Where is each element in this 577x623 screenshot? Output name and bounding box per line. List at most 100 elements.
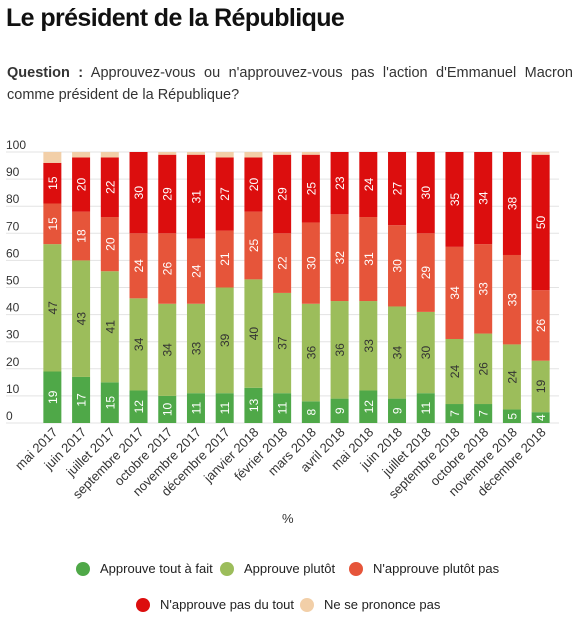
legend-item: Approuve tout à fait bbox=[76, 561, 213, 576]
y-tick-label: 10 bbox=[6, 382, 20, 396]
bar-segment bbox=[215, 157, 234, 231]
data-label: 26 bbox=[477, 362, 491, 376]
bar-segment bbox=[129, 298, 148, 391]
bar-segment bbox=[43, 371, 62, 423]
legend-label: Approuve tout à fait bbox=[100, 561, 213, 576]
data-label: 35 bbox=[448, 192, 462, 206]
bar-segment bbox=[100, 152, 119, 158]
y-tick-label: 80 bbox=[6, 192, 20, 206]
bar-segment bbox=[273, 393, 292, 423]
bar-segment bbox=[388, 152, 407, 226]
page-title: Le président de la République bbox=[6, 4, 345, 32]
y-tick-label: 70 bbox=[6, 219, 20, 233]
bar-segment bbox=[531, 360, 550, 413]
data-label: 18 bbox=[75, 229, 89, 243]
bar-segment bbox=[388, 398, 407, 423]
bar-segment bbox=[186, 238, 205, 304]
data-label: 26 bbox=[534, 318, 548, 332]
bar-segment bbox=[502, 254, 521, 345]
bar-segment bbox=[445, 338, 464, 405]
bar-segment bbox=[158, 154, 177, 234]
bar-segment bbox=[72, 260, 91, 377]
bar-segment bbox=[445, 404, 464, 423]
data-label: 27 bbox=[218, 187, 232, 201]
bar-segment bbox=[330, 152, 349, 215]
data-label: 19 bbox=[46, 390, 60, 404]
bar-segment bbox=[359, 390, 378, 423]
bar-segment bbox=[244, 279, 263, 388]
data-label: 33 bbox=[505, 293, 519, 307]
bar-segment bbox=[301, 303, 320, 402]
data-label: 32 bbox=[333, 251, 347, 265]
data-label: 34 bbox=[477, 191, 491, 205]
bar-segment bbox=[43, 244, 62, 372]
data-label: 23 bbox=[333, 176, 347, 190]
data-label: 33 bbox=[477, 282, 491, 296]
data-label: 24 bbox=[448, 365, 462, 379]
data-label: 39 bbox=[218, 333, 232, 347]
data-label: 24 bbox=[189, 264, 203, 278]
data-label: 24 bbox=[362, 178, 376, 192]
bar-segment bbox=[301, 222, 320, 304]
bar-segment bbox=[158, 233, 177, 304]
data-label: 25 bbox=[247, 239, 261, 253]
bar-segment bbox=[158, 152, 177, 155]
y-tick-label: 40 bbox=[6, 301, 20, 315]
bar-segment bbox=[445, 152, 464, 247]
bar-segment bbox=[186, 393, 205, 423]
bar-segment bbox=[273, 154, 292, 234]
data-label: 20 bbox=[103, 237, 117, 251]
data-label: 37 bbox=[276, 336, 290, 350]
data-label: 24 bbox=[132, 259, 146, 273]
legend-swatch bbox=[136, 597, 150, 612]
data-label: 30 bbox=[132, 186, 146, 200]
legend-swatch bbox=[76, 561, 90, 576]
y-tick-label: 20 bbox=[6, 355, 20, 369]
data-label: 17 bbox=[75, 393, 89, 407]
y-tick-label: 50 bbox=[6, 274, 20, 288]
bar-segment bbox=[416, 393, 435, 423]
bar-segment bbox=[215, 393, 234, 423]
legend-item: N'approuve plutôt pas bbox=[349, 561, 499, 576]
data-label: 40 bbox=[247, 327, 261, 341]
data-label: 47 bbox=[46, 301, 60, 315]
bar-segment bbox=[273, 233, 292, 293]
legend-item: Approuve plutôt bbox=[220, 561, 335, 576]
bar-segment bbox=[186, 152, 205, 155]
bar-segment bbox=[244, 157, 263, 212]
bar-segment bbox=[388, 306, 407, 399]
data-label: 30 bbox=[391, 259, 405, 273]
legend-label: N'approuve plutôt pas bbox=[373, 561, 500, 576]
data-label: 31 bbox=[189, 190, 203, 204]
data-label: 4 bbox=[534, 414, 548, 421]
bar-segment bbox=[215, 152, 234, 158]
bar-segment bbox=[330, 301, 349, 399]
data-label: 29 bbox=[276, 187, 290, 201]
data-label: 9 bbox=[333, 407, 347, 414]
bar-segment bbox=[388, 225, 407, 307]
data-label: 38 bbox=[505, 196, 519, 210]
data-label: 7 bbox=[448, 410, 462, 417]
y-tick-label: 30 bbox=[6, 328, 20, 342]
bar-segment bbox=[215, 230, 234, 288]
data-label: 34 bbox=[132, 337, 146, 351]
y-tick-label: 0 bbox=[6, 409, 13, 423]
legend-label: Approuve plutôt bbox=[244, 561, 336, 576]
data-label: 43 bbox=[75, 312, 89, 326]
bar-segment bbox=[474, 152, 493, 245]
data-label: 22 bbox=[103, 180, 117, 194]
bar-segment bbox=[43, 152, 62, 163]
bar-segment bbox=[445, 246, 464, 339]
data-label: 33 bbox=[362, 339, 376, 353]
bar-segment bbox=[359, 301, 378, 391]
bar-segment bbox=[129, 152, 148, 234]
bar-segment bbox=[244, 211, 263, 280]
bar-segment bbox=[158, 395, 177, 423]
data-label: 12 bbox=[132, 400, 146, 414]
legend-swatch bbox=[220, 561, 234, 576]
legend-label: Ne se prononce pas bbox=[324, 597, 441, 612]
bar-segment bbox=[129, 233, 148, 299]
bar-segment bbox=[502, 344, 521, 410]
data-label: 11 bbox=[218, 402, 232, 415]
